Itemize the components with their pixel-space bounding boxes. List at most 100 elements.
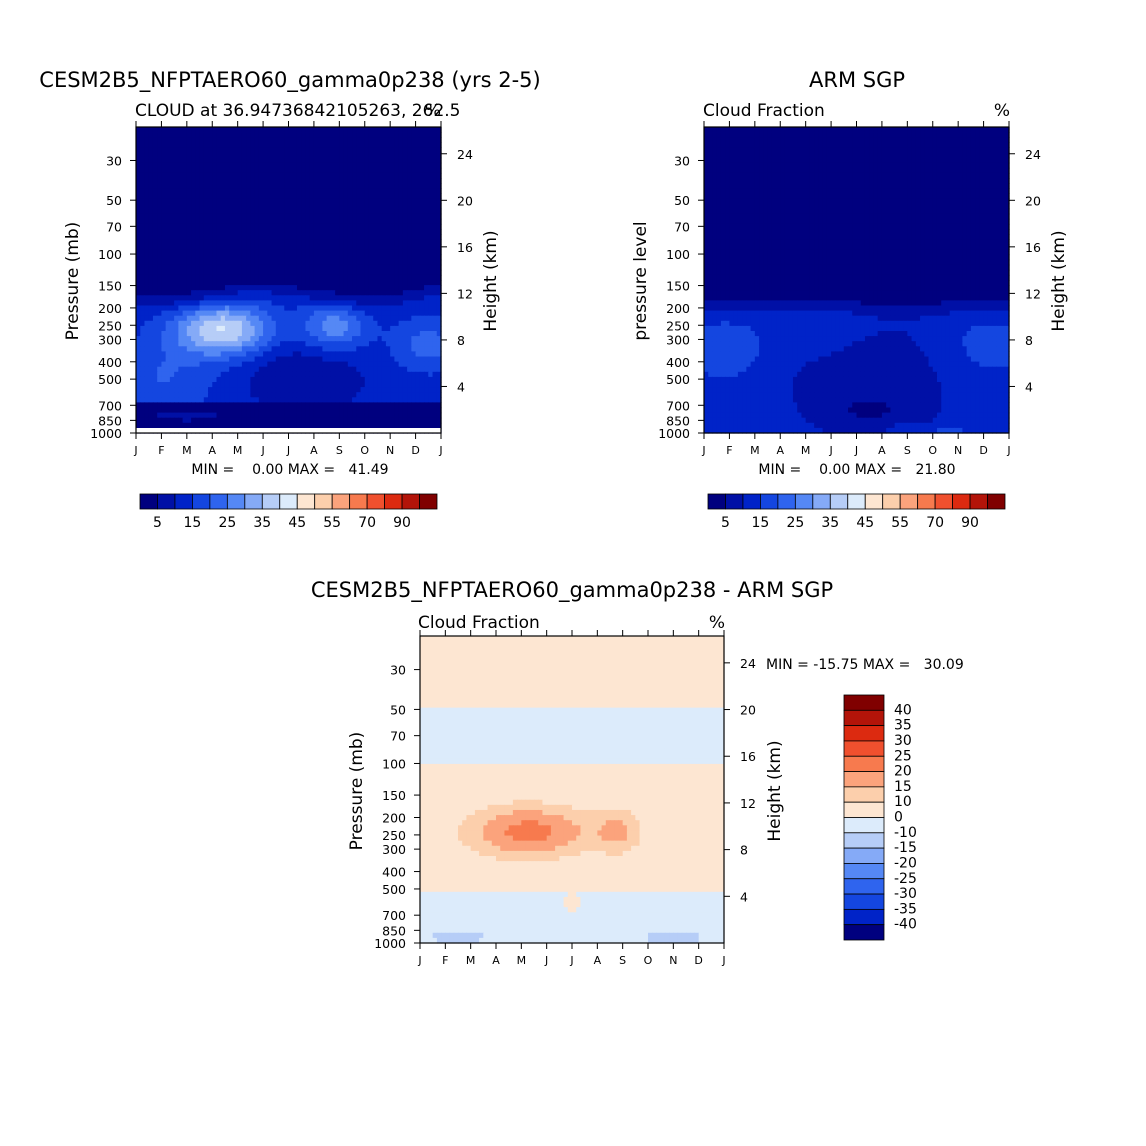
field-cell (195, 239, 201, 245)
field-cell (258, 341, 264, 347)
field-cell (415, 183, 421, 189)
field-cell (191, 234, 196, 240)
field-cell (169, 280, 175, 286)
field-cell (199, 310, 205, 317)
field-cell (394, 285, 400, 291)
field-cell (186, 280, 192, 286)
field-cell (178, 167, 184, 174)
field-cell (398, 188, 404, 194)
field-cell (152, 336, 158, 342)
field-cell (339, 178, 345, 184)
field-cell (237, 147, 243, 154)
field-cell (309, 310, 315, 317)
field-cell (368, 249, 374, 256)
field-cell (140, 162, 146, 169)
field-cell (254, 162, 260, 169)
field-cell (436, 285, 442, 291)
field-cell (195, 183, 201, 189)
field-cell (233, 356, 239, 363)
field-cell (330, 198, 336, 205)
field-cell (356, 223, 362, 230)
field-cell (335, 300, 340, 307)
field-cell (394, 351, 400, 358)
field-cell (199, 142, 205, 148)
field-cell (169, 254, 175, 261)
field-cell (788, 142, 794, 148)
field-cell (360, 341, 366, 347)
field-cell (288, 178, 294, 184)
field-cell (208, 259, 213, 266)
field-cell (296, 295, 302, 301)
field-cell (271, 223, 277, 230)
field-cell (343, 172, 349, 179)
field-cell (364, 198, 370, 205)
field-cell (140, 239, 146, 245)
field-cell (280, 269, 285, 276)
field-cell (140, 402, 146, 409)
field-cell (216, 417, 222, 424)
field-cell (424, 300, 429, 307)
field-cell (263, 223, 268, 230)
field-cell (402, 198, 408, 205)
field-cell (390, 274, 396, 281)
field-cell (436, 417, 442, 424)
field-cell (343, 412, 349, 419)
field-cell (356, 315, 362, 322)
field-cell (182, 382, 188, 388)
field-cell (267, 244, 273, 250)
field-cell (301, 274, 307, 281)
field-cell (818, 127, 824, 133)
field-cell (174, 223, 179, 230)
field-cell (267, 198, 273, 205)
field-cell (136, 183, 141, 189)
field-cell (356, 351, 362, 358)
field-cell (174, 310, 179, 317)
field-cell (432, 320, 438, 327)
field-cell (136, 208, 141, 215)
field-cell (381, 213, 387, 220)
field-cell (415, 412, 421, 419)
field-cell (432, 371, 438, 378)
field-cell (275, 402, 281, 409)
field-cell (394, 310, 400, 317)
field-cell (869, 127, 875, 133)
field-cell (381, 193, 387, 199)
field-cell (140, 341, 146, 347)
field-cell (296, 402, 302, 409)
field-cell (220, 213, 226, 220)
field-cell (424, 402, 429, 409)
x-tick-label: D (411, 444, 419, 457)
field-cell (411, 229, 417, 235)
field-cell (322, 422, 328, 429)
field-cell (275, 295, 281, 301)
field-cell (915, 157, 921, 164)
field-cell (208, 198, 213, 205)
field-cell (224, 356, 230, 363)
field-cell (364, 213, 370, 220)
field-cell (360, 325, 366, 332)
field-cell (402, 254, 408, 261)
field-cell (814, 162, 819, 169)
field-cell (394, 366, 400, 373)
field-cell (385, 331, 391, 337)
field-cell (992, 157, 997, 164)
field-cell (250, 193, 256, 199)
field-cell (148, 127, 154, 133)
field-cell (390, 392, 396, 398)
field-cell (347, 417, 353, 424)
field-cell (390, 325, 396, 332)
field-cell (364, 320, 370, 327)
field-cell (144, 239, 150, 245)
field-cell (436, 376, 442, 383)
field-cell (415, 269, 421, 276)
field-cell (754, 152, 760, 159)
field-cell (809, 137, 815, 143)
field-cell (330, 422, 336, 429)
field-cell (428, 137, 434, 143)
field-cell (1000, 142, 1006, 148)
field-cell (415, 300, 421, 307)
field-cell (284, 315, 290, 322)
field-cell (165, 254, 171, 261)
field-cell (144, 336, 150, 342)
field-cell (258, 300, 264, 307)
